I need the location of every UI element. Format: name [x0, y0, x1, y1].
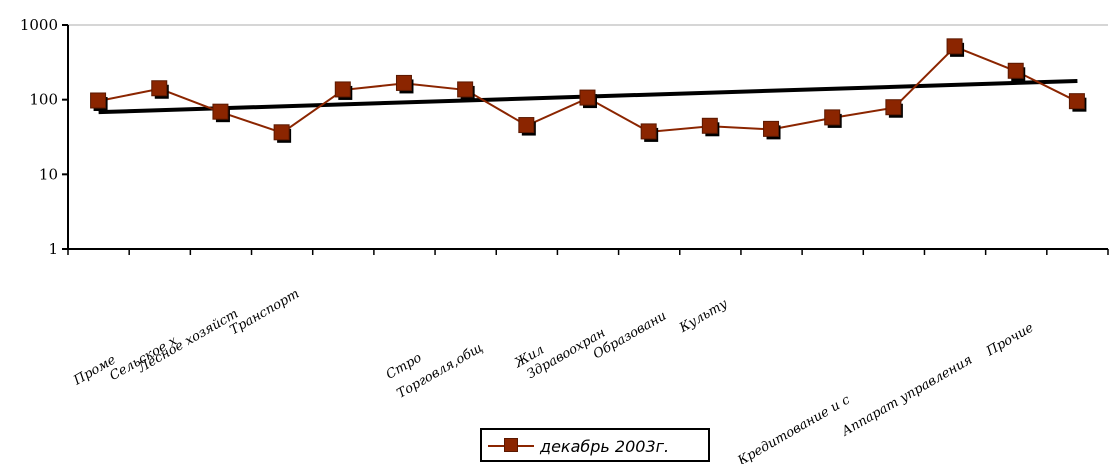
y-tick-label: 1000 [20, 16, 58, 34]
x-category-label: Аппарат управления [839, 352, 975, 439]
data-point [151, 80, 168, 97]
y-tick-label: 100 [29, 91, 58, 109]
data-point [457, 81, 474, 98]
data-point [395, 74, 412, 91]
y-tick-label: 1 [48, 240, 58, 258]
y-tick-label: 10 [39, 165, 58, 183]
data-point [885, 99, 902, 116]
x-category-label: Культу [676, 296, 731, 336]
y-axis-ticks: 1 10 100 1000 [20, 16, 68, 258]
x-category-label: Транспорт [228, 286, 303, 338]
data-point [90, 92, 107, 109]
data-point [334, 81, 351, 98]
x-category-label: Кредитование и с [735, 392, 854, 464]
x-category-label: Прочие [983, 320, 1036, 359]
axes-layer [67, 25, 1108, 250]
data-point [273, 124, 290, 141]
data-point [579, 89, 596, 106]
legend-series-marker [504, 438, 518, 452]
legend-series-label: декабрь 2003г. [540, 437, 670, 456]
data-point [640, 123, 657, 140]
data-point [946, 38, 963, 55]
x-category-label: Лесное хозяйст [135, 306, 241, 376]
data-point [1007, 62, 1024, 79]
data-point [1068, 93, 1085, 110]
data-point [763, 120, 780, 137]
data-point [212, 103, 229, 120]
data-point [824, 109, 841, 126]
legend: декабрь 2003г. [480, 428, 710, 462]
data-point [701, 117, 718, 134]
data-point [518, 117, 535, 134]
series-layer [90, 38, 1087, 143]
x-axis-ticks [67, 249, 1109, 255]
